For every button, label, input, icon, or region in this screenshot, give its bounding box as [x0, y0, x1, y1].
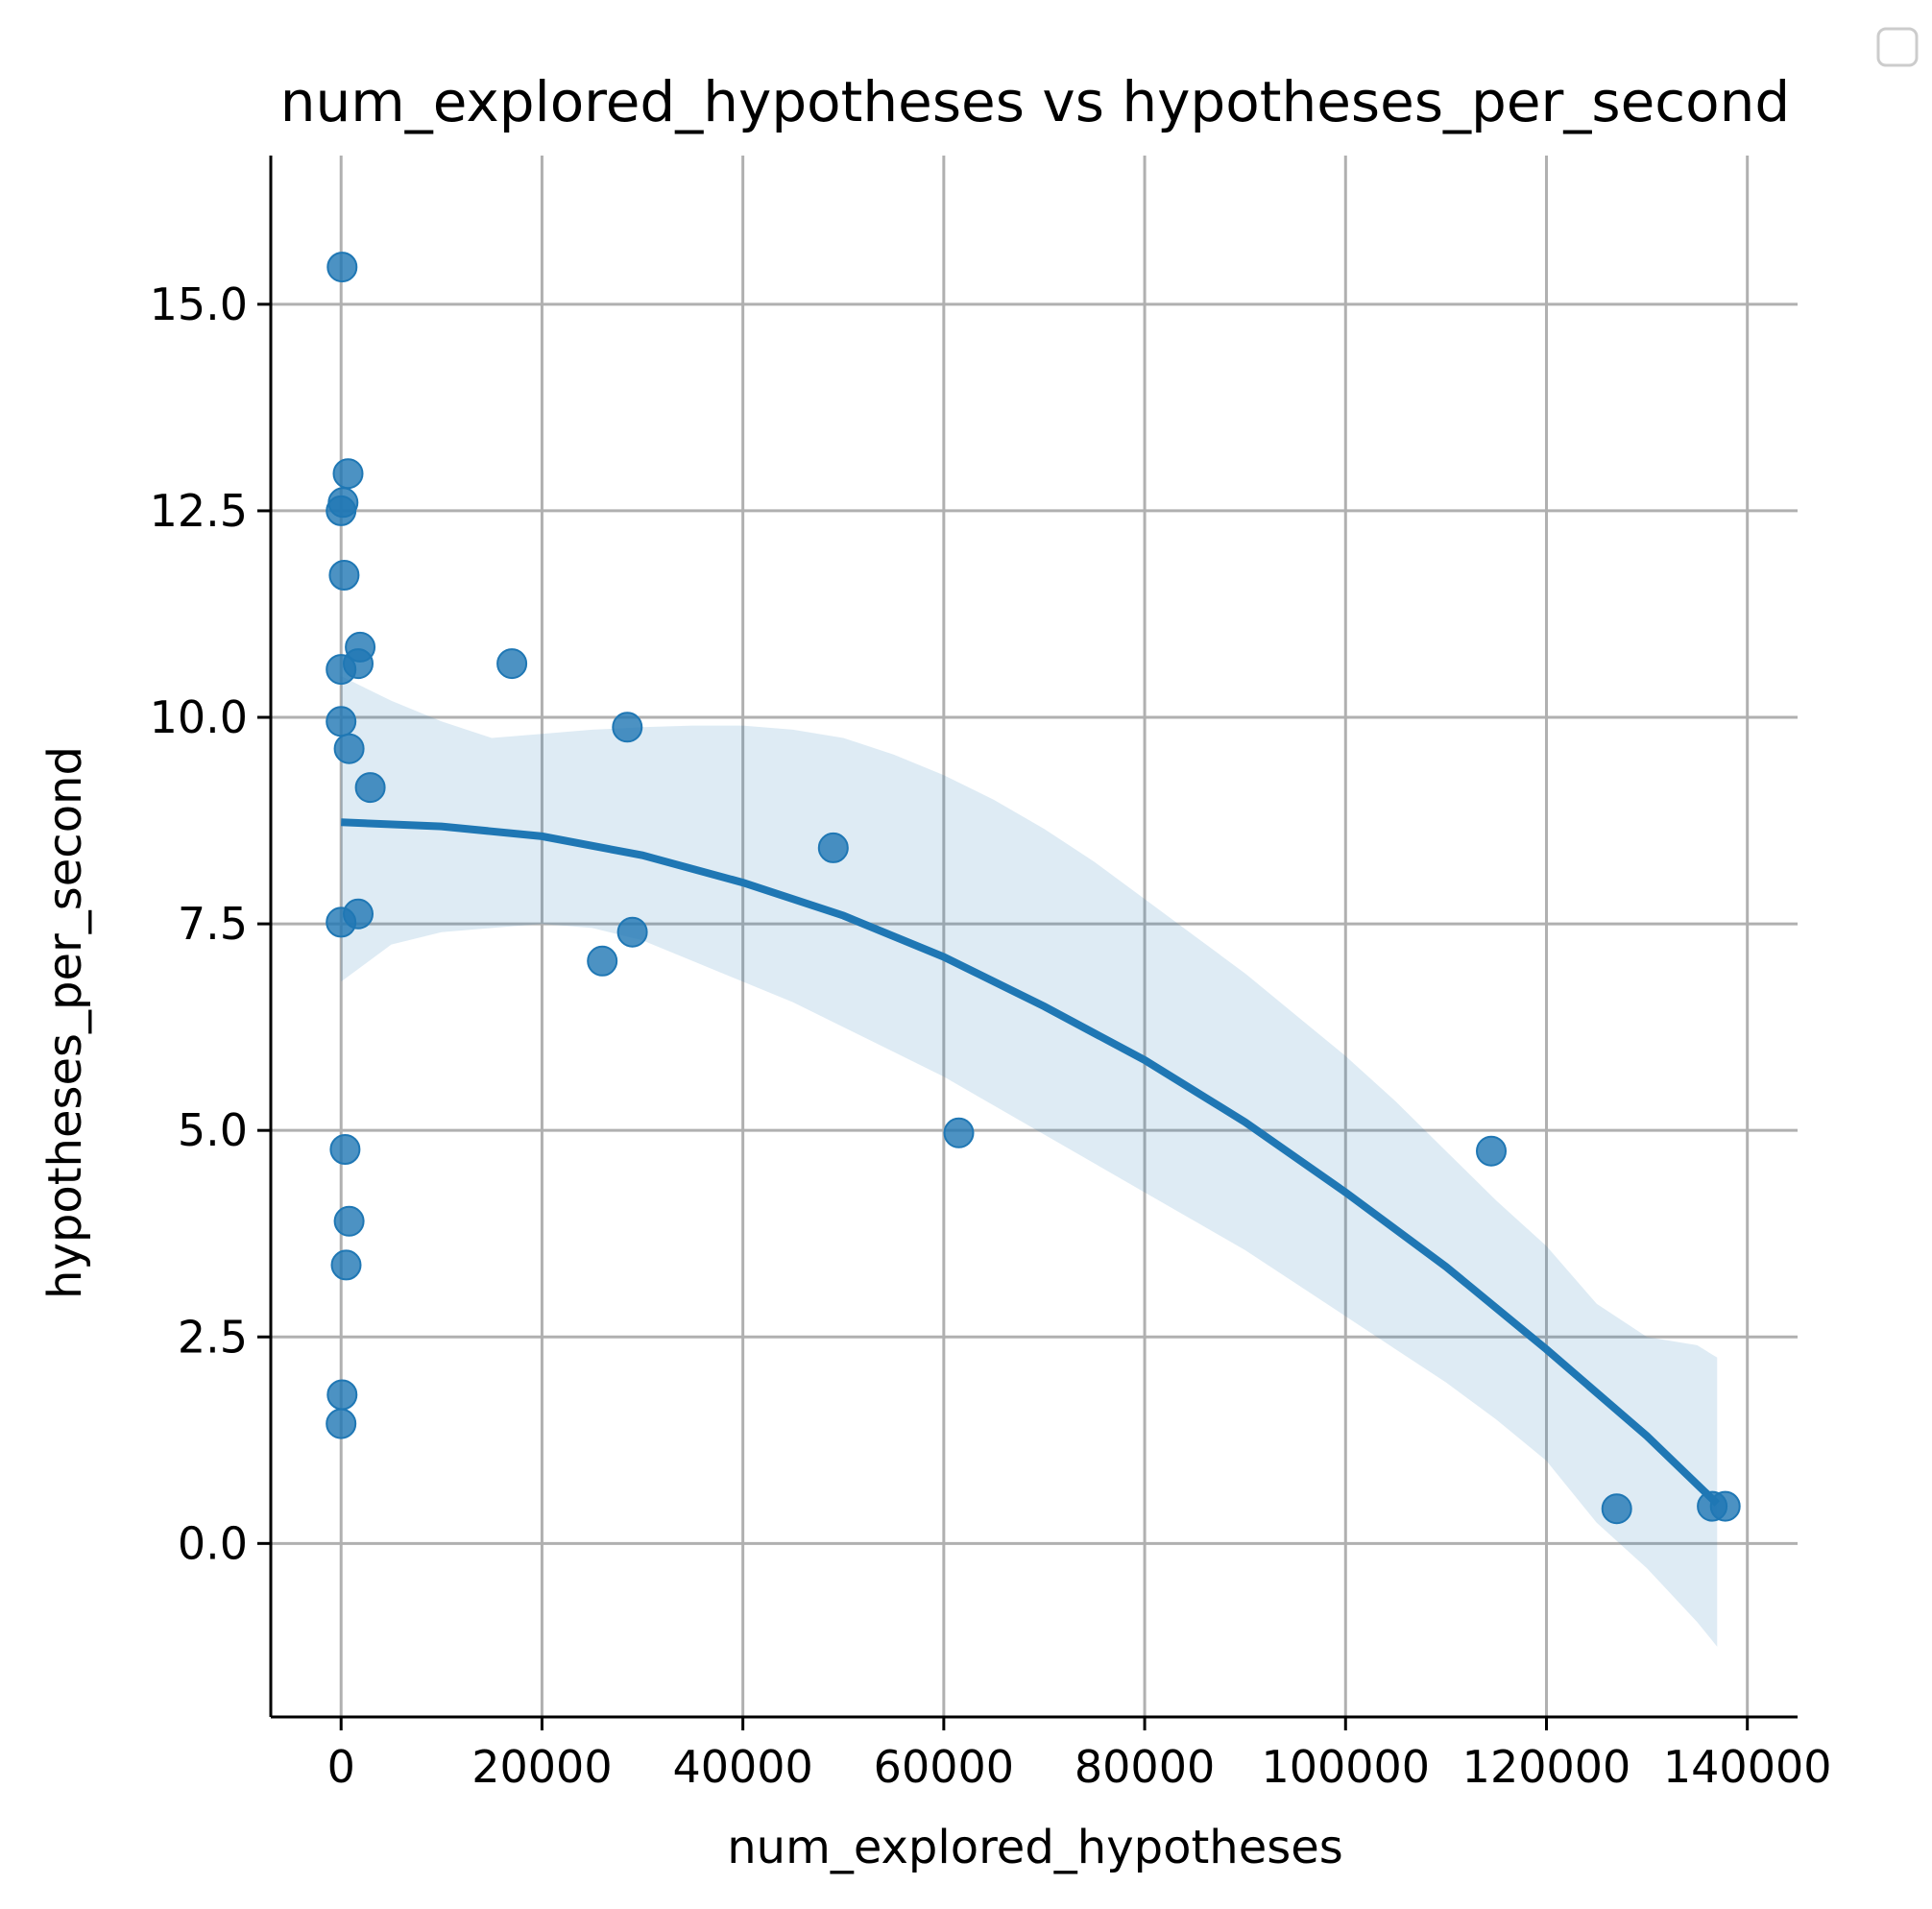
data-point — [333, 1205, 365, 1237]
x-tick-label: 140000 — [1663, 1741, 1832, 1793]
data-point — [328, 560, 360, 591]
data-point — [1601, 1493, 1632, 1525]
data-point — [326, 495, 357, 526]
legend-box — [1876, 27, 1919, 67]
data-point — [326, 706, 357, 737]
x-tick-label: 80000 — [1075, 1741, 1215, 1793]
x-tick-label: 40000 — [672, 1741, 812, 1793]
y-axis-label: hypotheses_per_second — [38, 746, 92, 1299]
data-point — [1709, 1490, 1741, 1522]
fit-line-layer — [341, 818, 1721, 1507]
y-tick-label: 15.0 — [150, 278, 248, 330]
fit-line — [341, 818, 1721, 1507]
y-tick-label: 0.0 — [178, 1517, 248, 1569]
x-tick-label: 60000 — [874, 1741, 1014, 1793]
data-point — [326, 906, 357, 938]
data-point — [587, 945, 618, 977]
data-point — [616, 916, 648, 948]
y-ticks: 0.0 2.5 5.0 7.5 10.0 12.5 15.0 — [150, 278, 271, 1569]
data-point — [326, 654, 357, 686]
data-point — [496, 648, 528, 680]
y-tick-label: 12.5 — [150, 485, 248, 537]
x-tick-label: 20000 — [471, 1741, 612, 1793]
data-point — [332, 458, 364, 490]
gridlines — [271, 156, 1798, 1717]
x-tick-label: 120000 — [1462, 1741, 1631, 1793]
y-tick-label: 5.0 — [178, 1104, 248, 1156]
x-tick-label: 0 — [327, 1741, 355, 1793]
data-point — [817, 832, 849, 863]
chart-title: num_explored_hypotheses vs hypotheses_pe… — [280, 69, 1791, 134]
scatter-points — [326, 252, 1741, 1525]
data-point — [329, 1134, 361, 1165]
data-point — [1476, 1135, 1507, 1167]
data-point — [326, 1379, 358, 1411]
data-point — [326, 252, 358, 283]
data-point — [943, 1117, 975, 1148]
x-ticks: 0 20000 40000 60000 80000 100000 120000 140000 — [327, 1717, 1832, 1793]
x-axis-label: num_explored_hypotheses — [727, 1821, 1343, 1874]
y-tick-label: 7.5 — [178, 898, 248, 950]
confidence-band-area — [341, 676, 1718, 1647]
axes — [269, 156, 1798, 1719]
data-point — [612, 712, 643, 743]
data-point — [330, 1249, 362, 1281]
data-point — [333, 733, 365, 764]
data-point — [354, 772, 386, 804]
x-tick-label: 100000 — [1261, 1741, 1430, 1793]
confidence-band — [341, 676, 1718, 1647]
y-tick-label: 10.0 — [150, 691, 248, 743]
y-tick-label: 2.5 — [178, 1311, 248, 1363]
data-point — [326, 1408, 357, 1439]
